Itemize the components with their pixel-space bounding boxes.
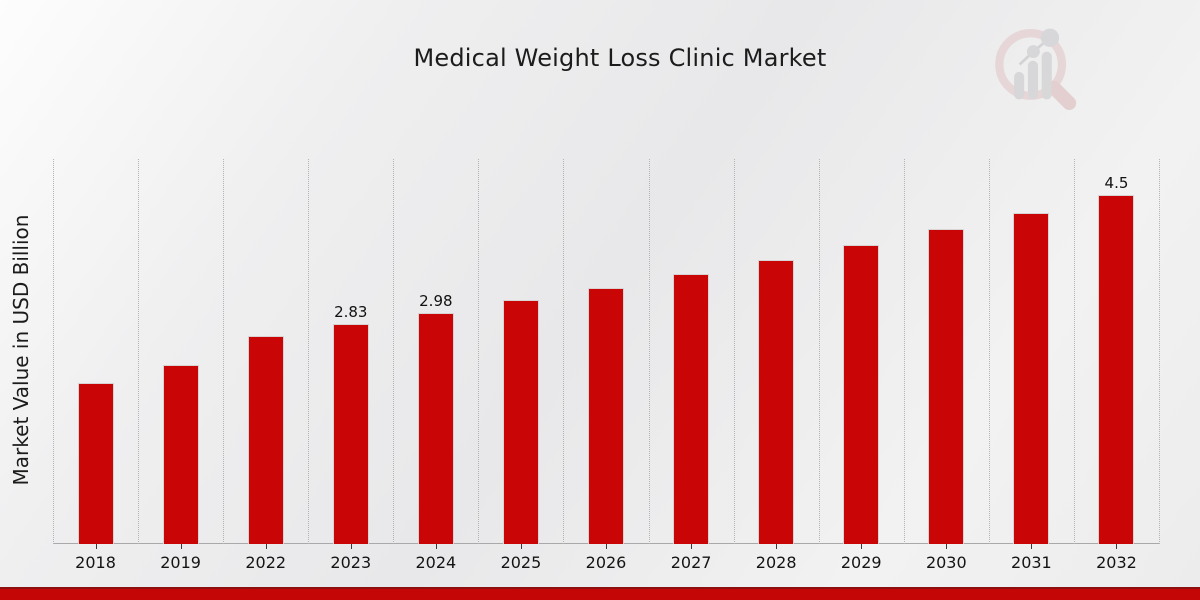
gridline (1073, 159, 1075, 544)
x-axis-tick (435, 544, 437, 549)
x-axis-tick (265, 544, 267, 549)
bar (758, 259, 795, 544)
bar (843, 245, 880, 544)
chart-title: Medical Weight Loss Clinic Market (413, 44, 827, 72)
gridline (1159, 159, 1160, 544)
x-tick-label: 2026 (585, 553, 627, 572)
bar (588, 287, 624, 544)
gridline (308, 159, 310, 544)
x-tick-label: 2018 (75, 553, 116, 572)
bar (502, 300, 539, 544)
gridline (903, 159, 905, 544)
bar-value-label: 4.5 (1104, 173, 1129, 192)
plot-area: 2018 2019 2022 2.83 2023 2.98 2024 2025 2026 2027… (53, 159, 1160, 572)
gridline (53, 159, 54, 544)
x-tick-label: 2023 (330, 553, 372, 572)
x-tick-label: 2027 (670, 553, 712, 572)
bottom-banner (0, 587, 1200, 600)
gridline (478, 159, 480, 544)
x-axis-tick (776, 544, 778, 549)
gridline (648, 159, 650, 544)
x-axis-tick (95, 544, 97, 549)
bar-value-label: 2.83 (334, 303, 368, 322)
x-tick-label: 2028 (755, 553, 797, 572)
x-axis-tick (606, 544, 607, 549)
x-tick-label: 2024 (415, 553, 457, 572)
gridline (393, 159, 395, 544)
gridline (138, 159, 140, 544)
x-tick-label: 2029 (840, 553, 882, 572)
x-tick-label: 2030 (925, 553, 967, 572)
x-axis-tick (1031, 544, 1033, 549)
bar (247, 336, 284, 544)
x-axis-tick (520, 544, 522, 549)
x-axis-tick (691, 544, 693, 549)
bar (1013, 212, 1050, 544)
gridline (818, 159, 820, 544)
x-axis-tick (861, 544, 863, 549)
bar (673, 273, 710, 544)
gridline (733, 159, 735, 544)
x-tick-label: 2025 (500, 553, 542, 572)
bar-value-label: 2.98 (419, 291, 453, 310)
x-axis-tick (1116, 544, 1118, 549)
x-axis-tick (350, 544, 352, 549)
x-tick-label: 2032 (1096, 553, 1137, 572)
bar (417, 312, 454, 544)
gridline (223, 159, 225, 544)
magnifier-bar-chart-logo-icon (995, 28, 1077, 111)
x-tick-label: 2019 (160, 553, 201, 572)
bar (928, 228, 965, 544)
x-axis-tick (946, 544, 948, 549)
gridline (563, 159, 565, 544)
bar (1098, 194, 1135, 544)
bar (332, 324, 369, 544)
x-axis-tick (180, 544, 182, 549)
y-axis-label: Market Value in USD Billion (9, 214, 33, 486)
x-tick-label: 2031 (1011, 553, 1052, 572)
gridline (988, 159, 990, 544)
bar (162, 364, 199, 544)
bar (77, 382, 114, 544)
x-tick-label: 2022 (245, 553, 287, 572)
